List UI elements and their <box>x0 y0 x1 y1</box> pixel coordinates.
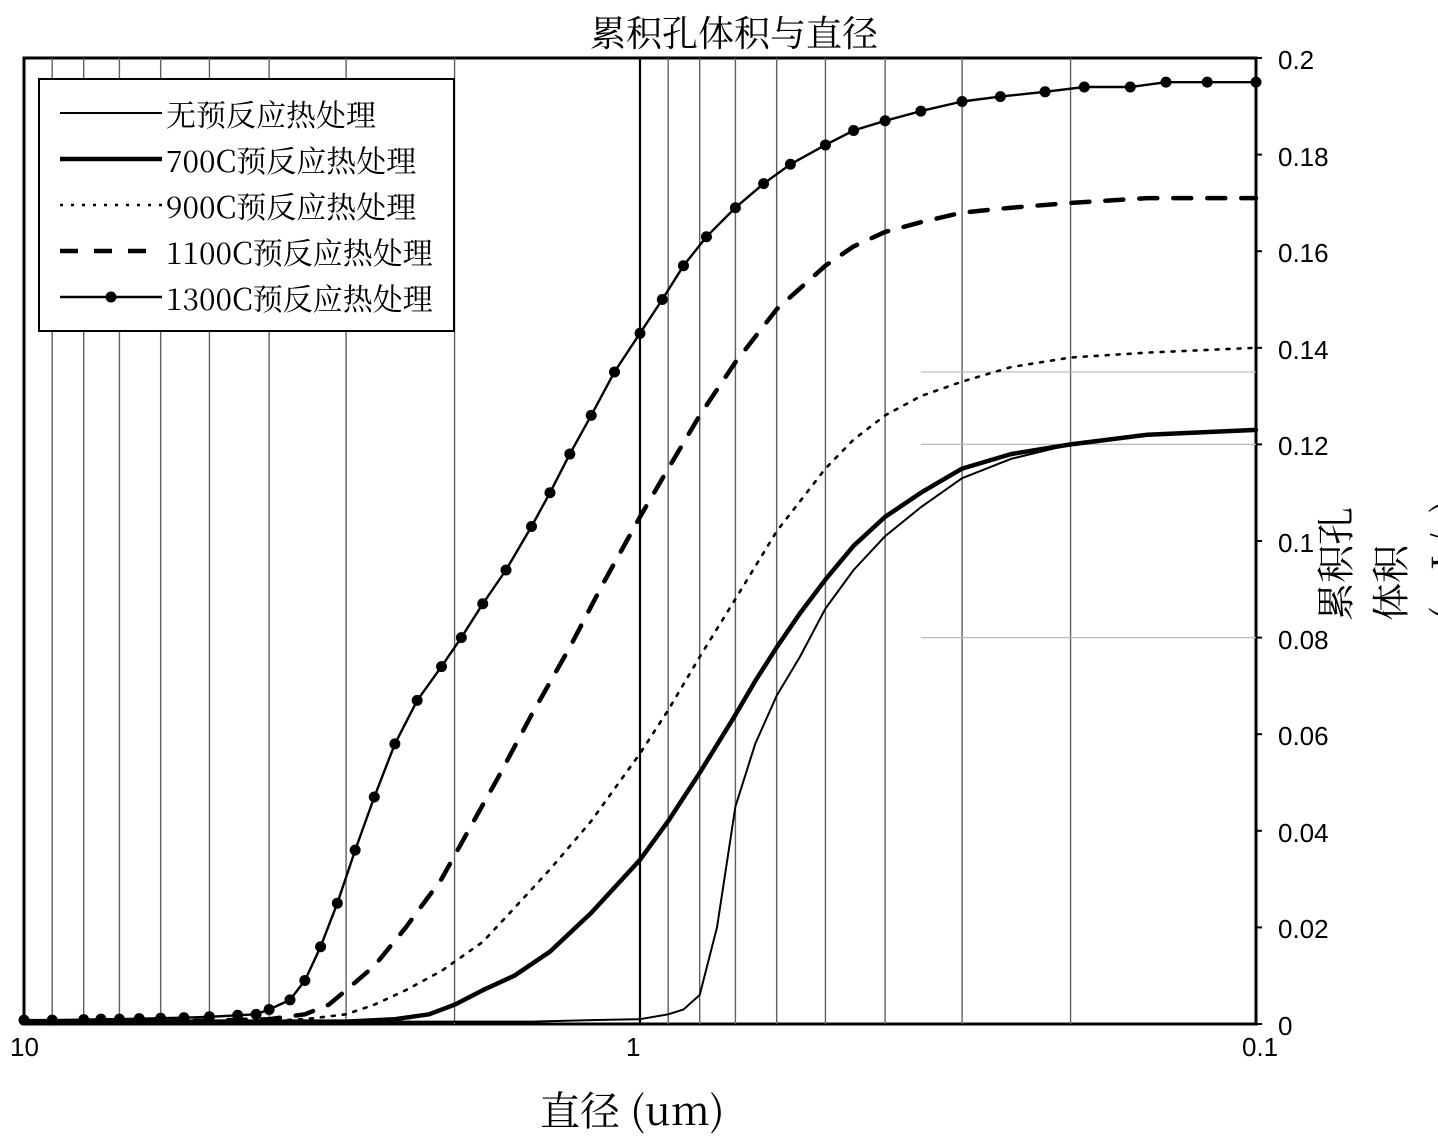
page: 累积孔体积与直径 直径 (um) 累积孔体积 (mL/g) 1010.1 00.… <box>0 0 1438 1139</box>
y-tick: 0.02 <box>1278 914 1329 945</box>
y-tick: 0.08 <box>1278 625 1329 656</box>
legend-label-1300: 1300C预反应热处理 <box>166 275 433 319</box>
x-axis-label: 直径 (um) <box>540 1080 724 1137</box>
legend-label-1100: 1100C预反应热处理 <box>166 229 433 273</box>
legend-item-700: 700C预反应热处理 <box>56 136 433 182</box>
y-tick: 0.06 <box>1278 721 1329 752</box>
y-tick: 0.18 <box>1278 142 1329 173</box>
y-tick: 0.1 <box>1278 528 1314 559</box>
x-tick: 0.1 <box>1242 1032 1278 1063</box>
legend-label-700: 700C预反应热处理 <box>166 137 416 181</box>
x-tick: 1 <box>626 1032 640 1063</box>
x-tick: 10 <box>10 1032 39 1063</box>
legend-swatch-900 <box>56 193 166 217</box>
legend-item-none: 无预反应热处理 <box>56 90 433 136</box>
legend-swatch-700 <box>56 147 166 171</box>
legend-swatch-1300 <box>56 285 166 309</box>
legend-swatch-none <box>56 101 166 125</box>
y-tick: 0.04 <box>1278 818 1329 849</box>
legend-item-1300: 1300C预反应热处理 <box>56 274 433 320</box>
legend-label-none: 无预反应热处理 <box>166 91 376 135</box>
legend-item-1100: 1100C预反应热处理 <box>56 228 433 274</box>
y-axis-label: 累积孔体积 (mL/g) <box>1306 499 1438 621</box>
legend-item-900: 900C预反应热处理 <box>56 182 433 228</box>
y-tick: 0.12 <box>1278 431 1329 462</box>
y-tick: 0.16 <box>1278 238 1329 269</box>
legend: 无预反应热处理700C预反应热处理900C预反应热处理1100C预反应热处理13… <box>38 78 455 332</box>
y-tick: 0 <box>1278 1011 1292 1042</box>
y-tick: 0.2 <box>1278 45 1314 76</box>
legend-swatch-1100 <box>56 239 166 263</box>
legend-label-900: 900C预反应热处理 <box>166 183 416 227</box>
y-tick: 0.14 <box>1278 335 1329 366</box>
